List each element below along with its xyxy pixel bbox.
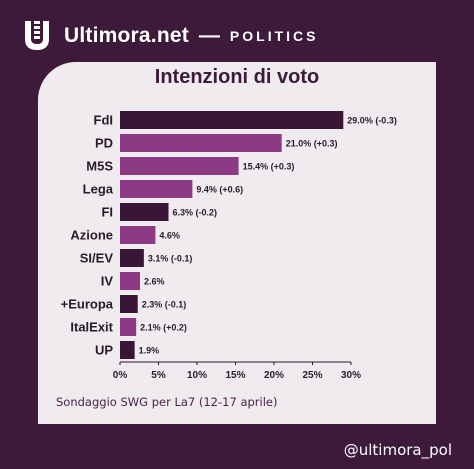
category-label: Lega	[83, 182, 114, 197]
bar	[120, 157, 239, 175]
value-label: 3.1% (-0.1)	[148, 254, 193, 264]
bar	[120, 111, 344, 129]
bar	[120, 249, 144, 267]
category-label: M5S	[86, 159, 113, 174]
x-tick-label: 25%	[302, 370, 322, 381]
category-label: Azione	[70, 228, 113, 243]
header-dash: —	[198, 24, 220, 47]
x-tick-label: 5%	[151, 370, 166, 381]
x-tick-label: 0%	[113, 370, 128, 381]
value-label: 9.4% (+0.6)	[196, 185, 243, 195]
chart-title: Intenzioni di voto	[154, 66, 320, 88]
category-label: FdI	[94, 113, 114, 128]
bar	[120, 226, 156, 244]
ultimora-logo-icon	[25, 21, 49, 50]
value-label: 1.9%	[139, 346, 160, 356]
value-label: 2.3% (-0.1)	[142, 300, 187, 310]
value-label: 4.6%	[159, 231, 180, 241]
x-tick-label: 20%	[264, 370, 284, 381]
value-label: 29.0% (-0.3)	[347, 116, 397, 126]
social-handle: @ultimora_pol	[343, 441, 452, 459]
bar	[120, 295, 138, 313]
value-label: 15.4% (+0.3)	[243, 162, 295, 172]
bar	[120, 180, 193, 198]
x-tick-label: 30%	[341, 370, 361, 381]
category-label: SI/EV	[80, 251, 114, 266]
value-label: 21.0% (+0.3)	[286, 139, 338, 149]
value-label: 2.6%	[144, 277, 165, 287]
bar	[120, 203, 169, 221]
category-label: PD	[95, 136, 113, 151]
bar	[120, 272, 141, 290]
value-label: 6.3% (-0.2)	[173, 208, 218, 218]
section-label: POLITICS	[229, 28, 319, 44]
bar	[120, 318, 137, 336]
bar	[120, 341, 135, 359]
value-label: 2.1% (+0.2)	[140, 323, 187, 333]
category-label: +Europa	[61, 297, 114, 312]
brand-name: Ultimora.net	[64, 24, 189, 47]
header: Ultimora.net — POLITICS	[22, 18, 318, 54]
category-label: UP	[95, 343, 113, 358]
category-label: ItalExit	[70, 320, 113, 335]
category-label: FI	[101, 205, 113, 220]
x-tick-label: 15%	[225, 370, 245, 381]
x-tick-label: 10%	[187, 370, 207, 381]
bar	[120, 134, 282, 152]
category-label: IV	[101, 274, 114, 289]
source-note: Sondaggio SWG per La7 (12-17 aprile)	[56, 395, 278, 409]
